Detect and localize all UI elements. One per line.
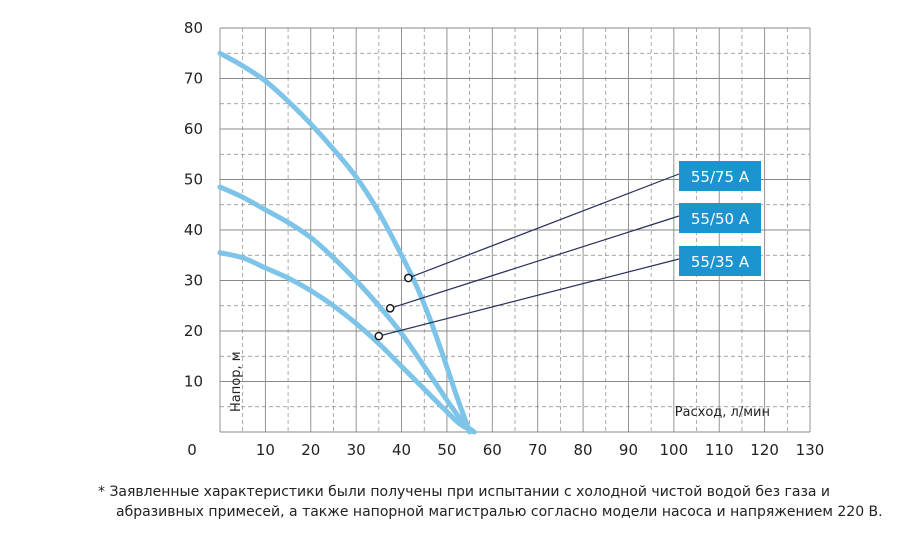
- curves: [217, 50, 477, 435]
- footnote: * Заявленные характеристики были получен…: [98, 482, 898, 522]
- pointer-line: [378, 258, 680, 337]
- y-tick-label: 40: [184, 221, 203, 239]
- y-tick-label: 60: [184, 120, 203, 138]
- curve-point-marker: [374, 331, 384, 341]
- y-tick-label: 10: [184, 373, 203, 391]
- pointer-line: [408, 173, 680, 279]
- x-tick-label: 20: [301, 441, 320, 459]
- y-tick-label: 30: [184, 272, 203, 290]
- legend-label: 55/35 A: [691, 253, 750, 271]
- y-tick-label: 70: [184, 70, 203, 88]
- pointer-lines: [374, 173, 680, 341]
- legend-box: [679, 203, 761, 233]
- legend-label: 55/75 A: [691, 168, 750, 186]
- y-tick-label: 50: [184, 171, 203, 189]
- y-axis-title: Напор, м: [229, 351, 244, 412]
- x-axis-title: Расход, л/мин: [675, 405, 770, 420]
- x-tick-label: 60: [483, 441, 502, 459]
- footnote-line-2: абразивных примесей, а также напорной ма…: [116, 504, 883, 520]
- x-axis-ticks: 0 10 20 30 40 50 60 70 80 90 100 110 120 130: [187, 441, 824, 459]
- pump-performance-chart: 10 20 30 40 50 60 70 80 0 10 20 30 40 50 60 70 80 90 100 1…: [184, 19, 824, 459]
- y-axis-ticks: 10 20 30 40 50 60 70 80: [184, 19, 203, 391]
- curve-point-marker: [385, 303, 395, 313]
- legend-box: [679, 161, 761, 191]
- x-tick-label: 130: [796, 441, 825, 459]
- x-tick-label: 50: [437, 441, 456, 459]
- x-tick-label: 70: [528, 441, 547, 459]
- x-tick-label: 40: [392, 441, 411, 459]
- series-line-55-35-A: [217, 250, 477, 435]
- x-tick-label: 100: [660, 441, 689, 459]
- x-tick-label: 120: [750, 441, 779, 459]
- curve-point-marker: [403, 273, 413, 283]
- legend-label: 55/50 A: [691, 210, 750, 228]
- pointer-line: [390, 215, 680, 309]
- y-tick-label: 80: [184, 19, 203, 37]
- x-tick-label: 10: [256, 441, 275, 459]
- legend: 55/75 A 55/50 A 55/35 A: [679, 161, 761, 276]
- series-line-55-50-A: [217, 184, 477, 435]
- x-tick-label: 80: [574, 441, 593, 459]
- x-tick-label: 0: [187, 441, 197, 459]
- x-tick-label: 110: [705, 441, 734, 459]
- x-tick-label: 90: [619, 441, 638, 459]
- y-tick-label: 20: [184, 322, 203, 340]
- x-tick-label: 30: [347, 441, 366, 459]
- series-line-55-75-A: [217, 50, 473, 435]
- footnote-line-1: * Заявленные характеристики были получен…: [98, 484, 831, 500]
- legend-box: [679, 246, 761, 276]
